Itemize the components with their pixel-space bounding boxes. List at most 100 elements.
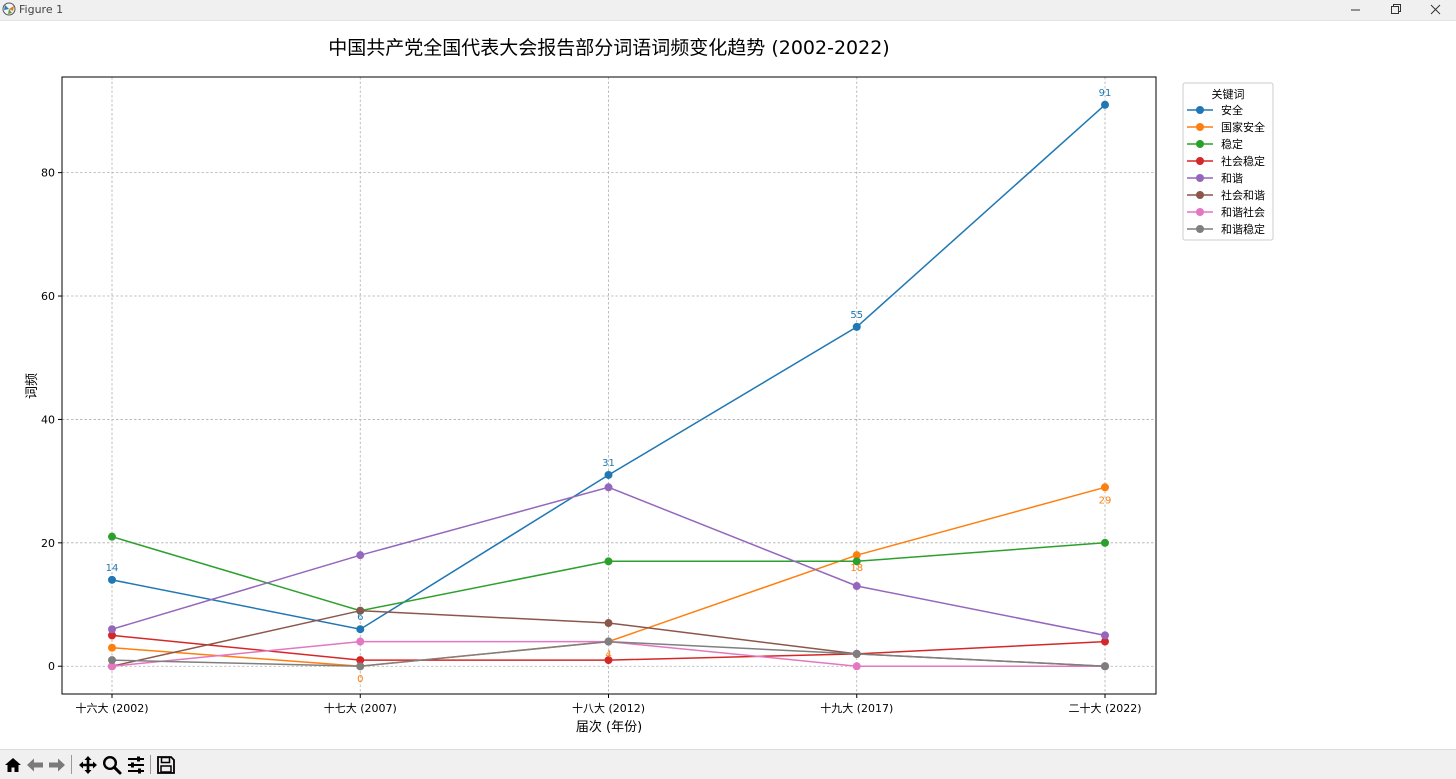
data-point [852,551,861,560]
data-point [356,551,365,560]
data-point [1101,662,1109,671]
data-point [1101,637,1109,646]
grid [62,77,1156,694]
data-point [604,637,613,646]
y-tick-label: 20 [41,537,55,550]
data-label: 4 [605,650,611,661]
home-icon[interactable] [2,754,24,776]
data-point [108,532,116,541]
y-tick-label: 0 [48,660,55,673]
data-label: 14 [106,563,119,574]
y-axis-label: 词频 [25,373,40,399]
series-line [108,483,1109,640]
back-icon[interactable] [24,754,46,776]
x-axis-label: 届次 (年份) [576,719,642,735]
x-tick-label: 二十大 (2022) [1068,701,1141,715]
legend-entry: 和谐稳定 [1187,222,1265,236]
chart-title: 中国共产党全国代表大会报告部分词语词频变化趋势 (2002-2022) [328,37,889,59]
data-point [356,656,365,665]
y-tick-label: 40 [41,413,55,426]
legend-label: 安全 [1221,103,1243,117]
data-point [108,656,116,665]
x-tick-label: 十八大 (2012) [572,701,645,715]
data-point [604,470,613,479]
data-label: 6 [357,612,363,623]
toolbar-separator [71,755,72,774]
data-point [852,582,861,591]
data-point [604,656,613,665]
legend-frame [1182,82,1274,241]
data-point [1101,483,1109,492]
data-point [1101,100,1109,109]
data-labels: 14 6 31 55 91 0 4 18 29 [106,88,1112,685]
matplotlib-logo-icon [2,2,16,16]
zoom-icon[interactable] [101,754,123,776]
forward-icon[interactable] [46,754,68,776]
data-label: 0 [357,674,363,685]
figure-canvas: 十六大 (2002) 十七大 (2007) 十八大 (2012) 十九大 (2017)… [0,21,1456,749]
series-line [108,637,1109,671]
legend-entry: 国家安全 [1187,120,1265,134]
data-point [108,575,116,584]
plot-frame [61,76,1157,695]
navigation-toolbar [0,749,1456,779]
data-point [1101,631,1109,640]
series-line [108,100,1109,634]
data-point [356,606,365,615]
legend-entry: 和谐社会 [1187,205,1265,219]
line-chart: 十六大 (2002) 十七大 (2007) 十八大 (2012) 十九大 (2017)… [25,37,1274,735]
save-icon[interactable] [155,754,177,776]
legend-marker [1196,191,1204,199]
data-point [852,322,861,331]
legend-marker [1196,225,1204,233]
data-point [852,557,861,566]
data-point [108,625,116,634]
close-icon[interactable] [1415,0,1455,20]
data-point [604,557,613,566]
window-title: Figure 1 [19,3,64,16]
legend-entry: 社会和谐 [1187,188,1265,202]
restore-icon[interactable] [1375,0,1415,20]
minimize-icon[interactable] [1335,0,1375,20]
legend-marker [1196,106,1204,114]
legend-entry: 社会稳定 [1187,154,1265,168]
legend-title: 关键词 [1212,87,1245,101]
data-point [356,625,365,634]
configure-icon[interactable] [125,754,147,776]
data-point [852,649,861,658]
toolbar-separator [150,755,151,774]
legend-entry: 和谐 [1187,171,1243,185]
x-tick-label: 十九大 (2017) [820,701,893,715]
data-point [108,643,116,652]
legend-marker [1196,174,1204,182]
legend-label: 社会和谐 [1221,188,1265,202]
legend-label: 和谐稳定 [1221,222,1265,236]
data-point [356,637,365,646]
data-label: 55 [850,310,863,321]
series-lines [108,100,1109,671]
data-point [604,483,613,492]
legend-marker [1196,140,1204,148]
data-label: 18 [850,563,863,574]
data-point [356,662,365,671]
legend-label: 稳定 [1221,137,1243,151]
data-point [1101,538,1109,547]
data-label: 91 [1099,88,1112,99]
window-titlebar: Figure 1 [0,0,1456,21]
x-tick-label: 十七大 (2007) [324,701,397,715]
legend-entry: 稳定 [1187,137,1243,151]
y-tick-label: 80 [41,167,55,180]
axes: 十六大 (2002) 十七大 (2007) 十八大 (2012) 十九大 (2017)… [41,167,1142,715]
legend-entry: 安全 [1187,103,1243,117]
data-label: 29 [1099,495,1112,506]
data-label: 31 [602,458,615,469]
legend-marker [1196,123,1204,131]
data-point [852,662,861,671]
data-point [604,619,613,628]
data-point [108,631,116,640]
data-point [108,662,116,671]
pan-icon[interactable] [77,754,99,776]
legend-label: 国家安全 [1221,120,1265,134]
